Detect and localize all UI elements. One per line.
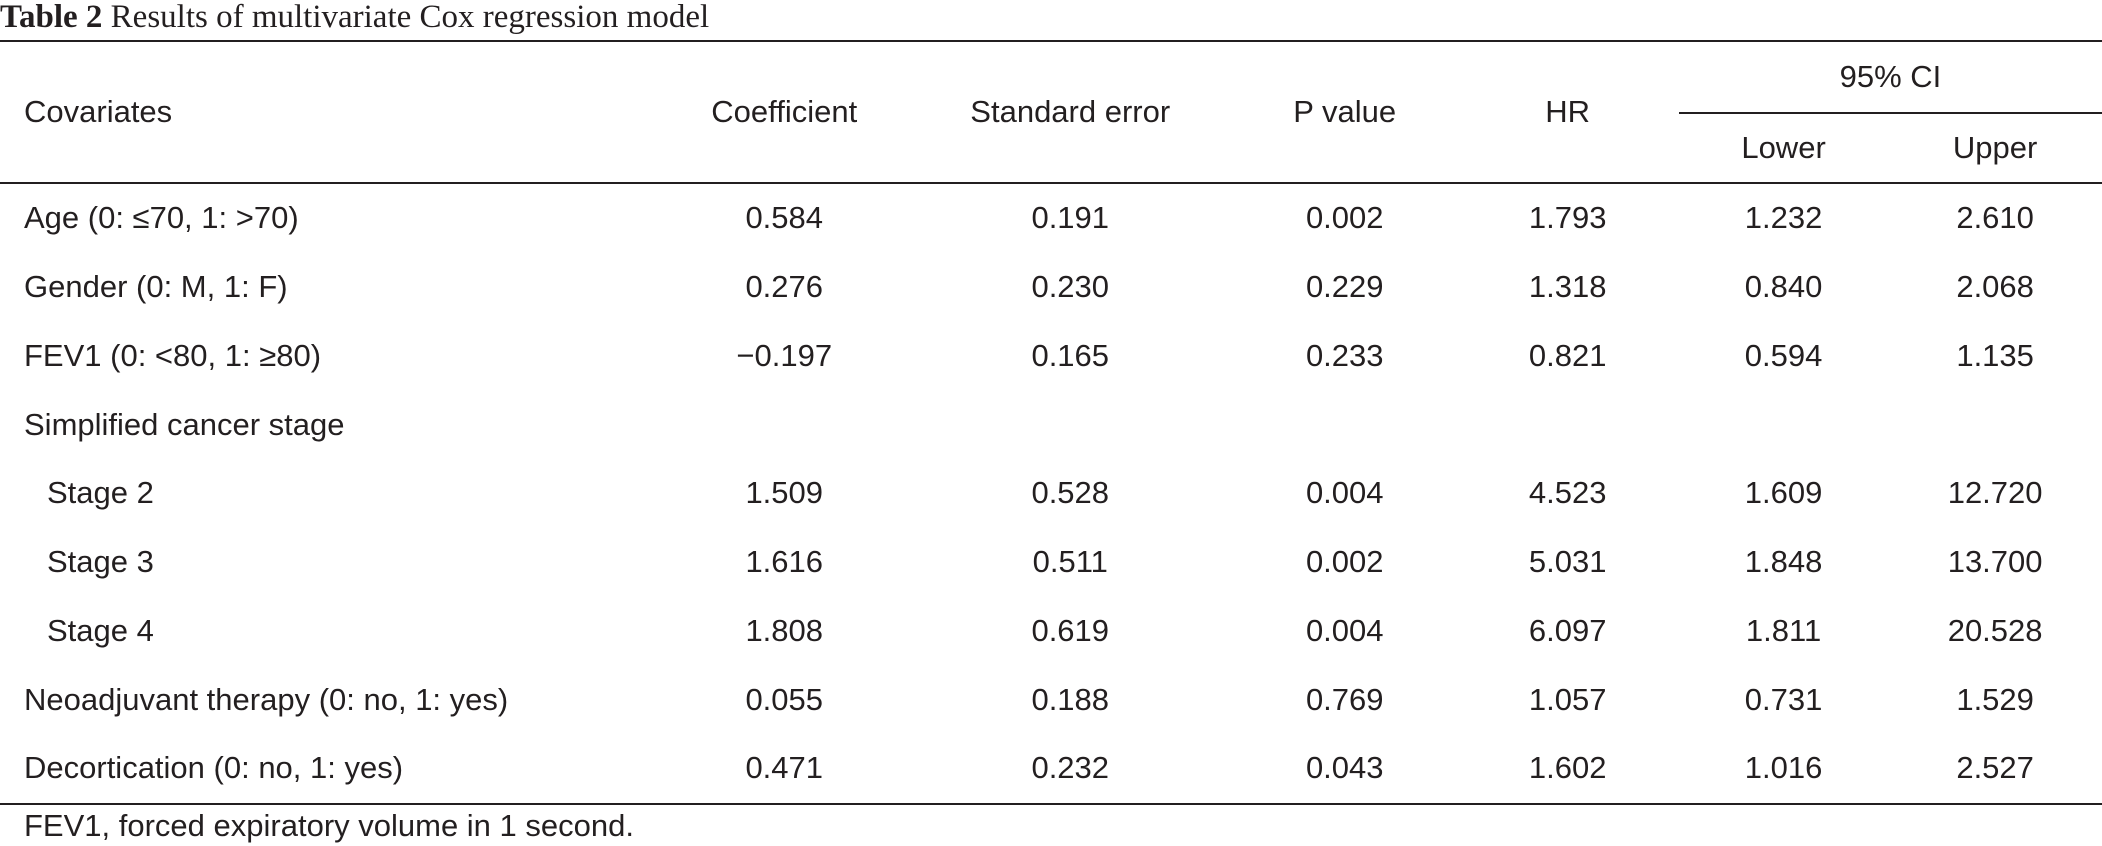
table-row: Neoadjuvant therapy (0: no, 1: yes) 0.05… [0,665,2102,734]
cell-coefficient: 0.584 [745,200,824,236]
cell-standard-error: 0.165 [1031,337,1110,373]
cell-p-value: 0.043 [1232,734,1457,805]
table-number: Table 2 [0,0,103,35]
cell-ci-lower: 1.811 [1745,612,1822,648]
row-label: Neoadjuvant therapy (0: no, 1: yes) [24,681,509,717]
cell-ci-lower: 1.609 [1744,475,1823,511]
header-p-value: P value [1232,40,1457,184]
cell-hr: 0.821 [1528,337,1607,373]
cell-ci-lower: 0.594 [1744,337,1823,373]
cell-coefficient: −0.197 [736,337,833,373]
table-header: Covariates Coefficient Standard error P … [0,40,2102,184]
header-covariates: Covariates [0,40,661,184]
row-label: Decortication (0: no, 1: yes) [0,734,661,805]
cell-coefficient [661,390,908,459]
table-row-group-heading: Simplified cancer stage [0,390,2102,459]
cell-hr: 4.523 [1528,475,1607,511]
cell-p-value: 0.004 [1305,612,1384,648]
cell-ci-lower: 0.840 [1744,269,1823,305]
row-label: Stage 4 [47,612,154,648]
row-label: Stage 2 [47,475,154,511]
cell-coefficient: 0.055 [745,681,824,717]
cell-ci-upper: 2.610 [1956,200,2034,236]
cell-p-value: 0.004 [1305,475,1384,511]
table-row: Age (0: ≤70, 1: >70) 0.584 0.191 0.002 1… [0,183,2102,253]
table-footnote: FEV1, forced expiratory volume in 1 seco… [24,808,634,843]
cell-ci-upper: 12.720 [1947,475,2043,511]
table-body: Age (0: ≤70, 1: >70) 0.584 0.191 0.002 1… [0,183,2102,805]
cell-ci-lower: 1.016 [1678,734,1889,805]
cell-p-value [1233,390,1457,459]
cell-hr: 1.057 [1528,681,1607,717]
row-label: Age (0: ≤70, 1: >70) [24,200,299,236]
table-title: Results of multivariate Cox regression m… [110,0,710,35]
cell-ci-upper: 1.135 [1956,337,2034,373]
cell-standard-error: 0.188 [1031,681,1110,717]
table-row: Stage 2 1.509 0.528 0.004 4.523 1.609 12… [0,459,2102,528]
cell-hr: 1.318 [1528,269,1607,305]
header-coefficient: Coefficient [660,40,908,184]
cell-hr: 6.097 [1528,612,1607,648]
row-label: Gender (0: M, 1: F) [24,269,288,305]
cell-ci-lower: 1.232 [1744,200,1823,236]
cell-p-value: 0.229 [1305,269,1384,305]
cox-regression-table: Covariates Coefficient Standard error P … [0,40,2102,805]
cell-hr: 1.793 [1528,200,1607,236]
table-row: Decortication (0: no, 1: yes) 0.471 0.23… [0,734,2102,805]
cell-standard-error: 0.511 [1032,544,1108,580]
header-upper: Upper [1888,113,2102,184]
cell-ci-upper: 2.068 [1956,269,2034,305]
cell-ci-upper: 20.528 [1947,612,2043,648]
cell-coefficient: 1.509 [745,475,824,511]
cell-coefficient: 0.276 [745,269,824,305]
cell-ci-upper: 1.529 [1956,681,2034,717]
cell-p-value: 0.233 [1305,337,1384,373]
row-label: Simplified cancer stage [24,406,345,442]
row-label: Stage 3 [47,544,154,580]
cell-ci-lower [1679,390,1888,459]
cell-ci-upper [1888,390,2102,459]
table-row: Stage 4 1.808 0.619 0.004 6.097 1.811 20… [0,597,2102,666]
row-label: FEV1 (0: <80, 1: ≥80) [24,337,322,373]
cell-ci-lower: 1.848 [1744,544,1823,580]
cell-hr: 5.031 [1528,544,1607,580]
cell-ci-upper: 13.700 [1947,544,2043,580]
cell-standard-error: 0.191 [1031,200,1110,236]
table-row: FEV1 (0: <80, 1: ≥80) −0.197 0.165 0.233… [0,322,2102,391]
cell-coefficient: 0.471 [660,734,908,805]
header-lower: Lower [1678,113,1889,184]
cell-standard-error: 0.528 [1031,475,1110,511]
header-hr: HR [1456,40,1679,184]
cell-hr [1457,390,1679,459]
cell-ci-lower: 0.731 [1744,681,1823,717]
cell-ci-upper: 2.527 [1888,734,2102,805]
cell-standard-error: 0.619 [1031,612,1110,648]
cell-standard-error: 0.232 [907,734,1233,805]
cell-standard-error: 0.230 [1031,269,1110,305]
cell-p-value: 0.002 [1305,544,1384,580]
cell-p-value: 0.769 [1305,681,1384,717]
table-caption: Table 2 Results of multivariate Cox regr… [0,0,709,40]
header-standard-error: Standard error [907,40,1233,184]
table-row: Gender (0: M, 1: F) 0.276 0.230 0.229 1.… [0,253,2102,322]
cell-coefficient: 1.616 [745,544,824,580]
cell-p-value: 0.002 [1305,200,1384,236]
table-row: Stage 3 1.616 0.511 0.002 5.031 1.848 13… [0,528,2102,597]
cell-hr: 1.602 [1456,734,1679,805]
cell-standard-error [908,390,1233,459]
cell-coefficient: 1.808 [745,612,824,648]
header-95-ci: 95% CI [1678,40,2102,114]
